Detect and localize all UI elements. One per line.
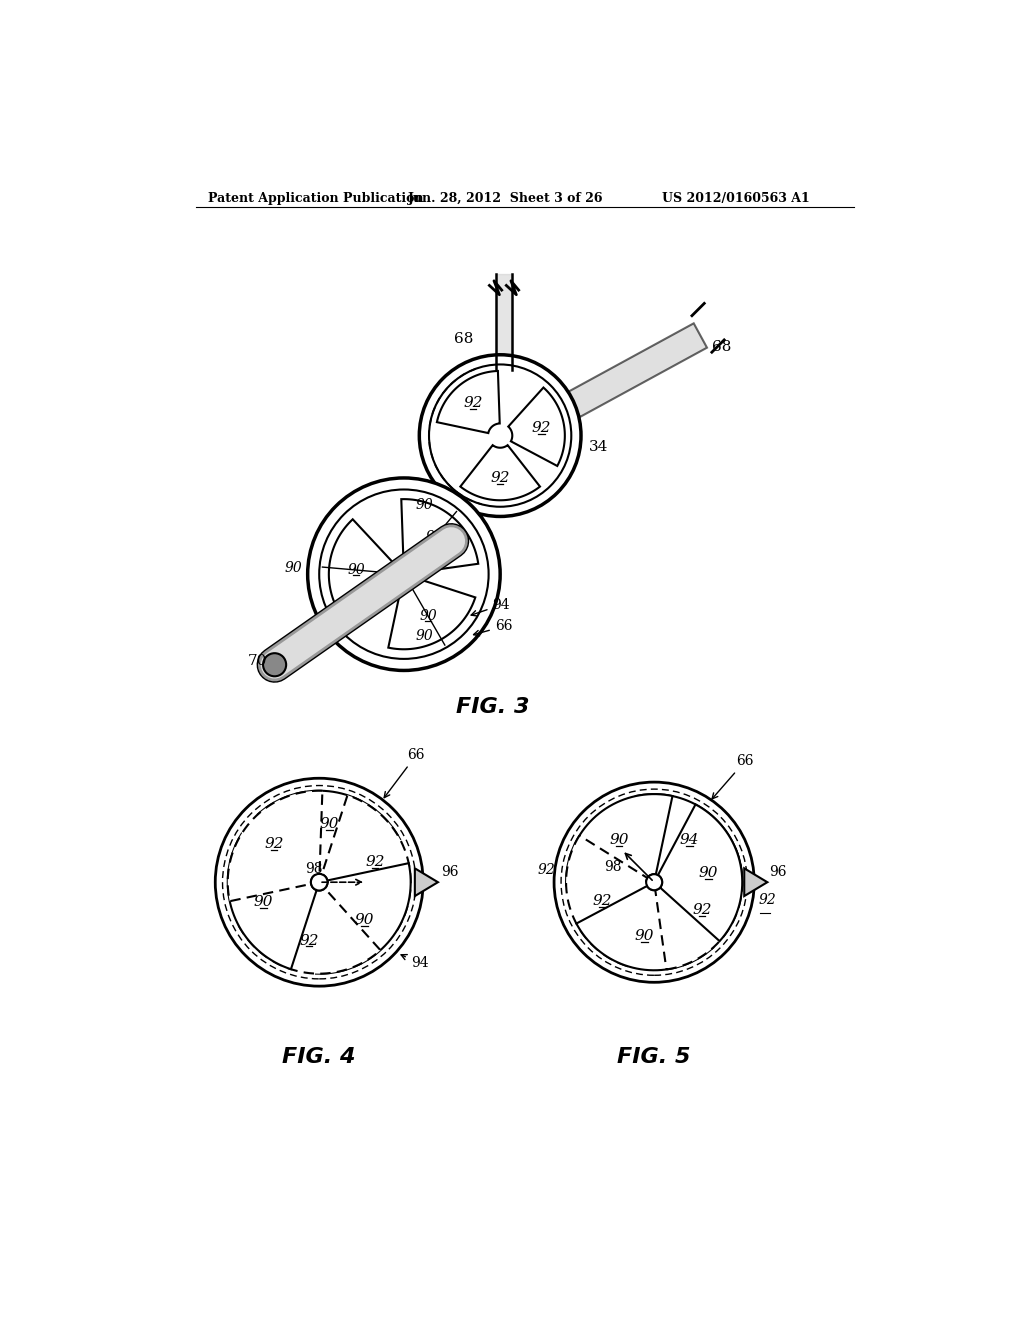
Text: 92: 92 bbox=[299, 933, 318, 948]
Text: 66: 66 bbox=[384, 748, 425, 797]
Circle shape bbox=[419, 355, 581, 516]
Polygon shape bbox=[657, 804, 742, 941]
Polygon shape bbox=[461, 445, 540, 500]
Text: 98: 98 bbox=[305, 862, 323, 876]
Text: 66: 66 bbox=[712, 754, 754, 799]
Text: 96: 96 bbox=[441, 865, 459, 879]
Text: 92: 92 bbox=[538, 863, 555, 878]
Text: 90: 90 bbox=[698, 866, 718, 879]
Text: 90: 90 bbox=[347, 564, 365, 577]
Text: 92: 92 bbox=[692, 903, 712, 916]
Polygon shape bbox=[577, 886, 713, 970]
Text: 34: 34 bbox=[589, 440, 608, 454]
Polygon shape bbox=[744, 869, 767, 896]
Circle shape bbox=[646, 874, 663, 890]
Polygon shape bbox=[566, 836, 651, 966]
Text: 90: 90 bbox=[416, 628, 433, 643]
Circle shape bbox=[394, 565, 413, 583]
Polygon shape bbox=[401, 499, 478, 573]
Text: 94: 94 bbox=[401, 954, 428, 970]
Circle shape bbox=[554, 781, 755, 982]
Text: 94: 94 bbox=[471, 598, 510, 616]
Polygon shape bbox=[636, 795, 742, 886]
Text: 90: 90 bbox=[635, 929, 654, 944]
Polygon shape bbox=[566, 795, 673, 886]
Text: 70: 70 bbox=[248, 653, 267, 668]
Text: 90: 90 bbox=[285, 561, 302, 576]
Polygon shape bbox=[258, 791, 400, 878]
Text: 90: 90 bbox=[319, 817, 339, 830]
Polygon shape bbox=[508, 388, 565, 466]
Text: 92: 92 bbox=[464, 396, 483, 411]
Text: 96: 96 bbox=[769, 865, 786, 879]
Text: FIG. 5: FIG. 5 bbox=[617, 1047, 691, 1067]
Text: 92: 92 bbox=[758, 892, 776, 907]
Polygon shape bbox=[329, 519, 396, 619]
Circle shape bbox=[429, 364, 571, 507]
Polygon shape bbox=[227, 791, 323, 902]
Text: FIG. 4: FIG. 4 bbox=[283, 1047, 356, 1067]
Text: 68: 68 bbox=[454, 333, 473, 346]
Text: 92: 92 bbox=[366, 855, 385, 869]
Text: US 2012/0160563 A1: US 2012/0160563 A1 bbox=[662, 191, 810, 205]
Circle shape bbox=[319, 490, 488, 659]
Text: FIG. 3: FIG. 3 bbox=[456, 697, 529, 717]
Text: 90: 90 bbox=[416, 498, 433, 512]
Text: 92: 92 bbox=[490, 471, 510, 484]
Circle shape bbox=[311, 874, 328, 891]
Polygon shape bbox=[316, 863, 411, 974]
Polygon shape bbox=[227, 834, 316, 969]
Text: 66: 66 bbox=[473, 619, 512, 636]
Polygon shape bbox=[388, 578, 475, 649]
Circle shape bbox=[215, 779, 423, 986]
Text: 90: 90 bbox=[254, 895, 273, 909]
Polygon shape bbox=[437, 371, 500, 433]
Text: 90: 90 bbox=[609, 833, 629, 847]
Text: 90: 90 bbox=[355, 913, 375, 927]
Polygon shape bbox=[322, 795, 411, 931]
Polygon shape bbox=[415, 869, 438, 896]
Circle shape bbox=[263, 653, 286, 676]
Polygon shape bbox=[566, 323, 707, 417]
Text: 90: 90 bbox=[426, 531, 443, 544]
Polygon shape bbox=[655, 849, 742, 969]
Circle shape bbox=[307, 478, 500, 671]
Text: 94: 94 bbox=[680, 833, 699, 847]
Text: 92: 92 bbox=[531, 421, 551, 436]
Text: 92: 92 bbox=[593, 894, 612, 908]
Text: 98: 98 bbox=[604, 859, 622, 874]
Text: 90: 90 bbox=[419, 609, 437, 623]
Polygon shape bbox=[239, 886, 381, 974]
Text: 92: 92 bbox=[264, 837, 284, 851]
Text: 68: 68 bbox=[712, 341, 731, 354]
Text: Jun. 28, 2012  Sheet 3 of 26: Jun. 28, 2012 Sheet 3 of 26 bbox=[408, 191, 603, 205]
Text: Patent Application Publication: Patent Application Publication bbox=[208, 191, 423, 205]
